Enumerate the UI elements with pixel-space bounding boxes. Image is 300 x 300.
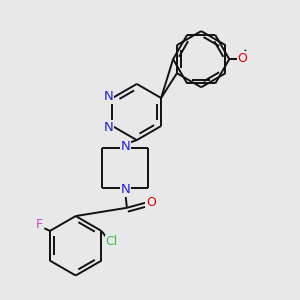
Text: O: O [146,196,156,209]
Text: N: N [103,91,113,103]
Text: F: F [35,218,43,232]
Text: N: N [120,183,130,196]
Text: N: N [103,121,113,134]
Text: Cl: Cl [105,235,118,248]
Text: O: O [237,52,247,65]
Text: N: N [120,140,130,153]
